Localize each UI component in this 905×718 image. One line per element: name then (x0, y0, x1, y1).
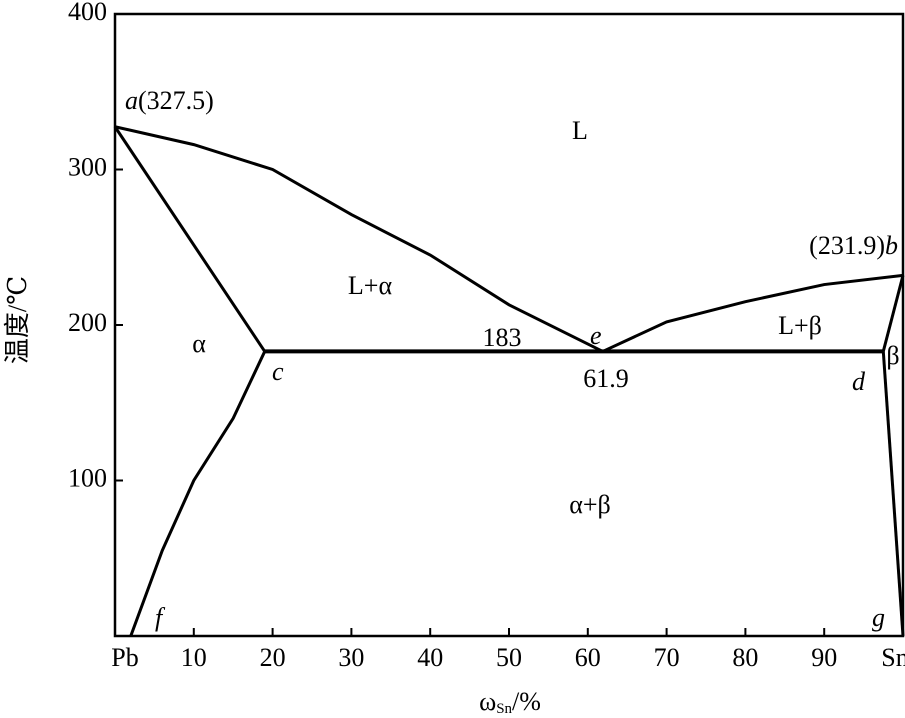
point-value: (231.9) (809, 231, 885, 260)
x-axis-label: ωSn/% (479, 687, 541, 717)
x-label-symbol: ω (479, 687, 496, 716)
x-tick-label: 70 (654, 643, 680, 672)
point-label: d (852, 367, 866, 396)
y-tick-label: 300 (68, 152, 107, 181)
phase-boundary (881, 275, 905, 352)
phase-boundary (114, 125, 604, 353)
x-tick-label: 80 (732, 643, 758, 672)
x-tick-label: 10 (181, 643, 207, 672)
phase-boundary (881, 351, 905, 637)
phase-boundary (602, 273, 904, 353)
x-tick-label: Sn (881, 643, 905, 672)
y-tick-label: 200 (68, 308, 107, 337)
eutectic-temp: 183 (483, 323, 522, 352)
y-axis-label: 温度/℃ (3, 276, 32, 364)
point-letter: a (125, 86, 138, 115)
point-label: g (872, 603, 885, 632)
y-tick-label: 100 (68, 463, 107, 492)
x-label-unit: /% (512, 687, 541, 716)
phase-boundary (129, 350, 267, 637)
region-label: L+β (778, 311, 822, 340)
x-tick-label: 60 (575, 643, 601, 672)
y-tick-label: 400 (68, 0, 107, 26)
x-tick-label: 30 (338, 643, 364, 672)
x-tick-label: Pb (111, 643, 138, 672)
point-b-label: (231.9)b (809, 231, 898, 260)
region-label: α+β (569, 490, 611, 519)
eutectic-comp: 61.9 (583, 364, 629, 393)
phase-boundary (113, 125, 266, 353)
point-value: (327.5) (138, 86, 214, 115)
point-letter: b (885, 231, 898, 260)
x-tick-label: 90 (811, 643, 837, 672)
region-label: β (886, 341, 899, 370)
point-label: c (272, 357, 284, 386)
region-label: α (192, 329, 206, 358)
x-label-sub: Sn (496, 701, 512, 717)
x-tick-label: 40 (417, 643, 443, 672)
point-label: e (590, 321, 602, 350)
x-tick-label: 20 (260, 643, 286, 672)
x-tick-label: 50 (496, 643, 522, 672)
region-label: L+α (348, 271, 393, 300)
region-label: L (572, 116, 588, 145)
point-a-label: a(327.5) (125, 86, 214, 115)
point-label: f (155, 603, 166, 632)
